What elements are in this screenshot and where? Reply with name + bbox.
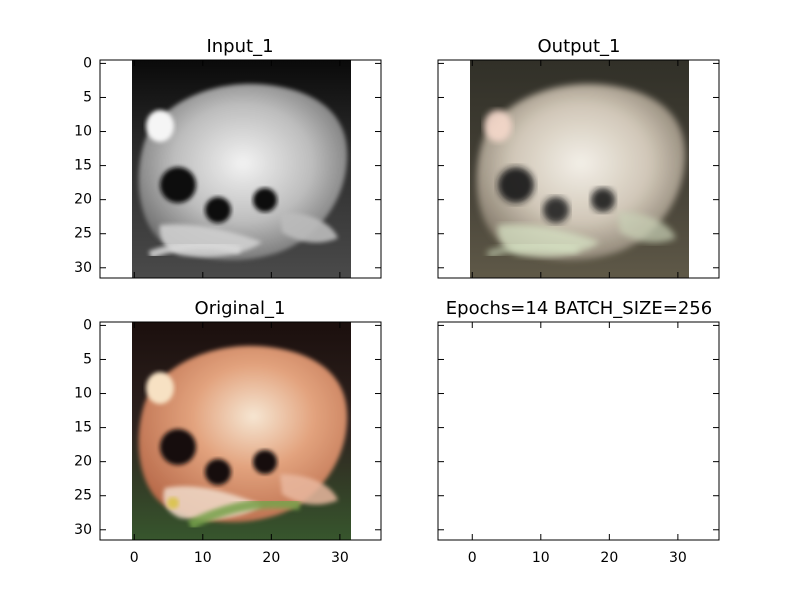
y-tick-label: 20 — [74, 192, 92, 208]
y-tick-label: 25 — [74, 226, 92, 242]
y-tick-label: 10 — [74, 386, 92, 402]
x-tick-label: 10 — [532, 550, 550, 566]
y-axis: 0 5 10 15 20 25 30 — [74, 317, 381, 538]
subplot-title: Original_1 — [195, 298, 286, 319]
axes-frame — [437, 59, 720, 279]
x-axis: 0 10 20 30 — [468, 322, 687, 566]
y-tick-label: 5 — [83, 351, 92, 367]
frog-image-output — [470, 60, 689, 278]
subplot-original: Original_1 0 5 10 15 20 25 30 0 10 20 30 — [74, 298, 382, 566]
subplot-output: Output_1 — [437, 36, 720, 279]
y-axis — [438, 324, 719, 531]
x-tick-label: 30 — [669, 550, 687, 566]
axes-frame — [99, 321, 382, 541]
subplot-input: Input_1 0 5 10 15 20 25 30 — [74, 36, 382, 279]
x-axis — [471, 60, 679, 278]
subplot-title: Output_1 — [538, 36, 621, 57]
x-tick-label: 0 — [468, 550, 477, 566]
y-tick-label: 5 — [83, 89, 92, 105]
subplot-title: Input_1 — [206, 36, 273, 57]
y-tick-label: 30 — [74, 260, 92, 276]
x-tick-label: 0 — [130, 550, 139, 566]
y-tick-label: 15 — [74, 420, 92, 436]
x-axis: 0 10 20 30 — [130, 322, 349, 566]
x-axis — [133, 60, 341, 278]
x-tick-label: 20 — [262, 550, 280, 566]
x-tick-label: 20 — [600, 550, 618, 566]
frog-image-input — [132, 60, 351, 278]
y-tick-label: 20 — [74, 454, 92, 470]
y-tick-label: 0 — [83, 55, 92, 71]
subplot-training-info: Epochs=14 BATCH_SIZE=256 0 10 20 30 — [437, 298, 720, 566]
frog-image-original — [132, 322, 351, 540]
axes-frame — [99, 59, 382, 279]
subplot-title: Epochs=14 BATCH_SIZE=256 — [446, 298, 712, 319]
y-axis — [438, 62, 719, 269]
x-tick-label: 10 — [194, 550, 212, 566]
y-tick-label: 10 — [74, 124, 92, 140]
y-tick-label: 15 — [74, 158, 92, 174]
axes-frame — [437, 321, 720, 541]
y-tick-label: 30 — [74, 522, 92, 538]
y-axis: 0 5 10 15 20 25 30 — [74, 55, 381, 276]
y-tick-label: 25 — [74, 488, 92, 504]
y-tick-label: 0 — [83, 317, 92, 333]
x-tick-label: 30 — [331, 550, 349, 566]
